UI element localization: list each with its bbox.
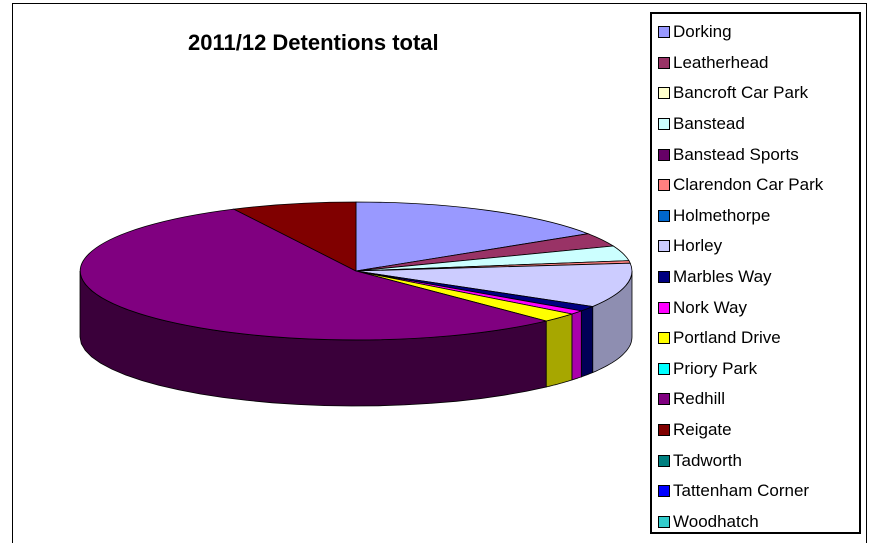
legend-swatch xyxy=(658,332,670,345)
legend-swatch xyxy=(658,301,670,314)
legend-label: Portland Drive xyxy=(673,328,781,348)
legend-item: Clarendon Car Park xyxy=(658,170,859,201)
legend-item: Priory Park xyxy=(658,354,859,385)
legend-swatch xyxy=(658,424,670,437)
legend-item: Bancroft Car Park xyxy=(658,78,859,109)
legend-item: Horley xyxy=(658,231,859,262)
legend-label: Holmethorpe xyxy=(673,205,771,225)
legend: Dorking Leatherhead Bancroft Car Park Banst… xyxy=(650,12,861,534)
legend-label: Redhill xyxy=(673,389,725,409)
chart-frame xyxy=(12,3,867,543)
pie-slice xyxy=(355,201,590,272)
legend-label: Banstead xyxy=(673,114,745,134)
legend-swatch xyxy=(658,26,670,39)
legend-swatch xyxy=(658,118,670,131)
legend-item: Woodhatch xyxy=(658,507,859,538)
legend-swatch xyxy=(658,87,670,100)
legend-label: Reigate xyxy=(673,420,732,440)
legend-label: Tattenham Corner xyxy=(673,481,810,501)
pie-slice xyxy=(232,201,357,272)
legend-label: Horley xyxy=(673,236,723,256)
pie-side-walls xyxy=(79,270,633,407)
legend-swatch xyxy=(658,56,670,69)
legend-item: Portland Drive xyxy=(658,323,859,354)
pie-slice xyxy=(79,208,547,341)
legend-item: Tattenham Corner xyxy=(658,476,859,507)
legend-label: Woodhatch xyxy=(673,511,759,531)
legend-swatch xyxy=(658,179,670,192)
legend-swatch xyxy=(658,240,670,253)
chart-title: 2011/12 Detentions total xyxy=(188,30,439,55)
legend-item: Dorking xyxy=(658,17,859,48)
legend-swatch xyxy=(658,454,670,467)
legend-label: Clarendon Car Park xyxy=(673,175,824,195)
legend-item: Marbles Way xyxy=(658,262,859,293)
legend-swatch xyxy=(658,393,670,406)
legend-swatch xyxy=(658,362,670,375)
legend-swatch xyxy=(658,148,670,161)
legend-item: Tadworth xyxy=(658,445,859,476)
pie-top-faces xyxy=(79,201,633,341)
legend-item: Nork Way xyxy=(658,292,859,323)
legend-item: Banstead Sports xyxy=(658,139,859,170)
legend-label: Dorking xyxy=(673,22,732,42)
legend-swatch xyxy=(658,271,670,284)
legend-label: Nork Way xyxy=(673,297,747,317)
legend-item: Banstead xyxy=(658,109,859,140)
legend-item: Holmethorpe xyxy=(658,201,859,232)
legend-item: Redhill xyxy=(658,384,859,415)
legend-label: Leatherhead xyxy=(673,52,769,72)
legend-swatch xyxy=(658,485,670,498)
legend-label: Marbles Way xyxy=(673,267,772,287)
legend-item: Reigate xyxy=(658,415,859,446)
pie-slice xyxy=(355,262,633,307)
legend-label: Bancroft Car Park xyxy=(673,83,809,103)
legend-label: Priory Park xyxy=(673,358,758,378)
pie-slice-side xyxy=(545,313,573,388)
legend-swatch xyxy=(658,209,670,222)
legend-label: Banstead Sports xyxy=(673,144,799,164)
pie-slice-side xyxy=(580,305,594,378)
legend-item: Leatherhead xyxy=(658,48,859,79)
legend-swatch xyxy=(658,515,670,528)
pie-slice-side xyxy=(571,310,582,381)
legend-label: Tadworth xyxy=(673,450,742,470)
